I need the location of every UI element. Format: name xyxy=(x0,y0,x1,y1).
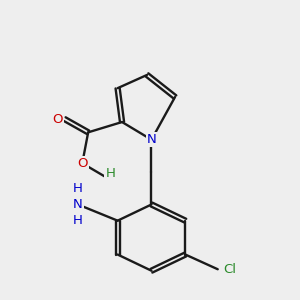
Text: H: H xyxy=(105,167,115,180)
Text: H: H xyxy=(73,182,83,195)
Text: N: N xyxy=(73,198,83,211)
Text: O: O xyxy=(77,157,88,170)
Text: H: H xyxy=(73,214,83,227)
Text: O: O xyxy=(52,112,62,126)
Text: Cl: Cl xyxy=(224,263,237,276)
Text: N: N xyxy=(147,133,156,146)
